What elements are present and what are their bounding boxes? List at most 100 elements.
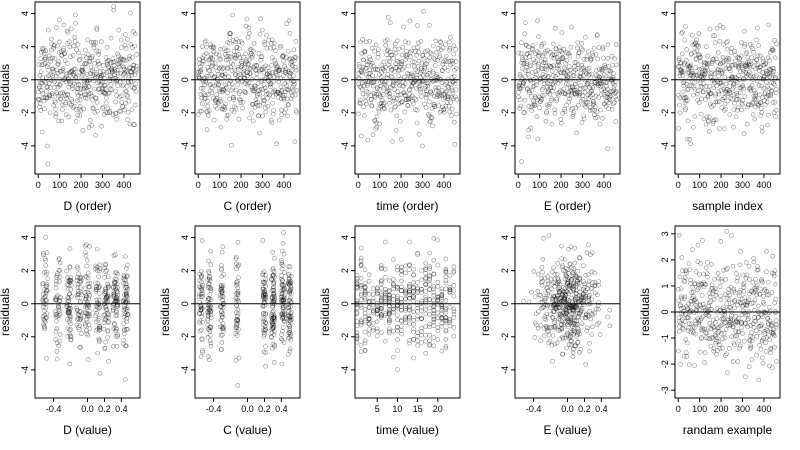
data-point [590, 92, 595, 97]
data-point [358, 297, 364, 303]
data-point [585, 49, 591, 54]
data-point [97, 90, 103, 95]
data-point [412, 95, 417, 101]
data-point [391, 286, 396, 292]
data-point [581, 73, 586, 78]
data-point [683, 350, 689, 355]
data-point [240, 105, 245, 111]
data-point [406, 40, 411, 46]
data-point [524, 61, 529, 67]
data-point [553, 46, 559, 52]
data-point [550, 88, 556, 94]
data-point [200, 86, 206, 91]
data-point [361, 57, 366, 63]
data-point [91, 40, 96, 45]
data-point [590, 85, 596, 90]
data-point [239, 63, 245, 68]
data-point [709, 104, 714, 109]
y-tick-label: -4 [180, 142, 190, 150]
data-point [530, 46, 535, 51]
data-point [570, 105, 575, 111]
data-point [201, 78, 206, 84]
data-point [548, 64, 553, 69]
data-point [277, 66, 282, 72]
data-point [585, 100, 590, 105]
data-point [714, 83, 719, 89]
data-point [717, 23, 723, 28]
data-point [40, 46, 45, 52]
data-point [88, 71, 93, 76]
data-point [36, 84, 42, 89]
data-point [273, 91, 279, 97]
data-point [676, 233, 682, 238]
data-point [370, 61, 375, 66]
data-point [602, 63, 608, 68]
data-point [46, 67, 51, 73]
data-point [206, 113, 211, 118]
data-point [121, 64, 127, 70]
data-point [432, 63, 438, 68]
data-point [743, 260, 749, 265]
data-point [129, 107, 135, 112]
data-point [229, 143, 234, 148]
data-point [274, 72, 280, 78]
data-point [236, 275, 241, 280]
data-point [551, 55, 557, 61]
data-point [413, 67, 419, 73]
data-point [226, 56, 231, 62]
data-point [443, 280, 449, 286]
data-point [772, 281, 778, 287]
data-point [86, 91, 92, 97]
data-point [551, 265, 556, 271]
data-point [280, 95, 286, 100]
data-point [41, 98, 47, 104]
data-point [429, 115, 435, 121]
data-point [693, 56, 699, 62]
y-axis-label: residuals [318, 288, 332, 336]
x-tick-label: 400 [276, 180, 291, 190]
data-point [365, 137, 371, 143]
data-point [436, 85, 441, 91]
data-point [546, 233, 552, 238]
y-tick-label: 2 [500, 268, 510, 273]
data-point [695, 97, 701, 103]
data-point [443, 298, 449, 303]
data-point [244, 59, 249, 65]
data-point [416, 132, 422, 137]
data-point [52, 100, 58, 105]
data-point [448, 95, 454, 100]
data-point [116, 27, 122, 33]
data-point [386, 62, 391, 67]
data-point [264, 32, 269, 38]
data-point [593, 52, 599, 57]
data-point [431, 55, 437, 61]
data-point [99, 39, 104, 45]
data-point [363, 94, 369, 100]
data-point [238, 72, 243, 77]
data-point [520, 55, 526, 61]
data-point [55, 43, 60, 49]
data-point [716, 89, 722, 94]
data-point [721, 42, 726, 47]
data-point [211, 45, 217, 50]
data-point [123, 68, 129, 73]
data-point [610, 101, 616, 107]
plot-frame [514, 1, 621, 175]
data-point [81, 106, 87, 112]
data-point [220, 244, 225, 250]
data-point [430, 69, 436, 74]
data-point [363, 66, 369, 71]
data-point [45, 62, 51, 67]
data-point [447, 47, 452, 53]
data-point [366, 272, 372, 278]
data-point [706, 89, 712, 95]
y-tick-label: -4 [340, 366, 350, 374]
data-point [605, 64, 611, 69]
data-point [573, 91, 578, 97]
data-point [588, 94, 593, 99]
data-point [93, 71, 99, 77]
data-point [714, 99, 720, 105]
data-point [293, 55, 298, 61]
data-point [249, 51, 254, 57]
data-point [263, 109, 269, 115]
